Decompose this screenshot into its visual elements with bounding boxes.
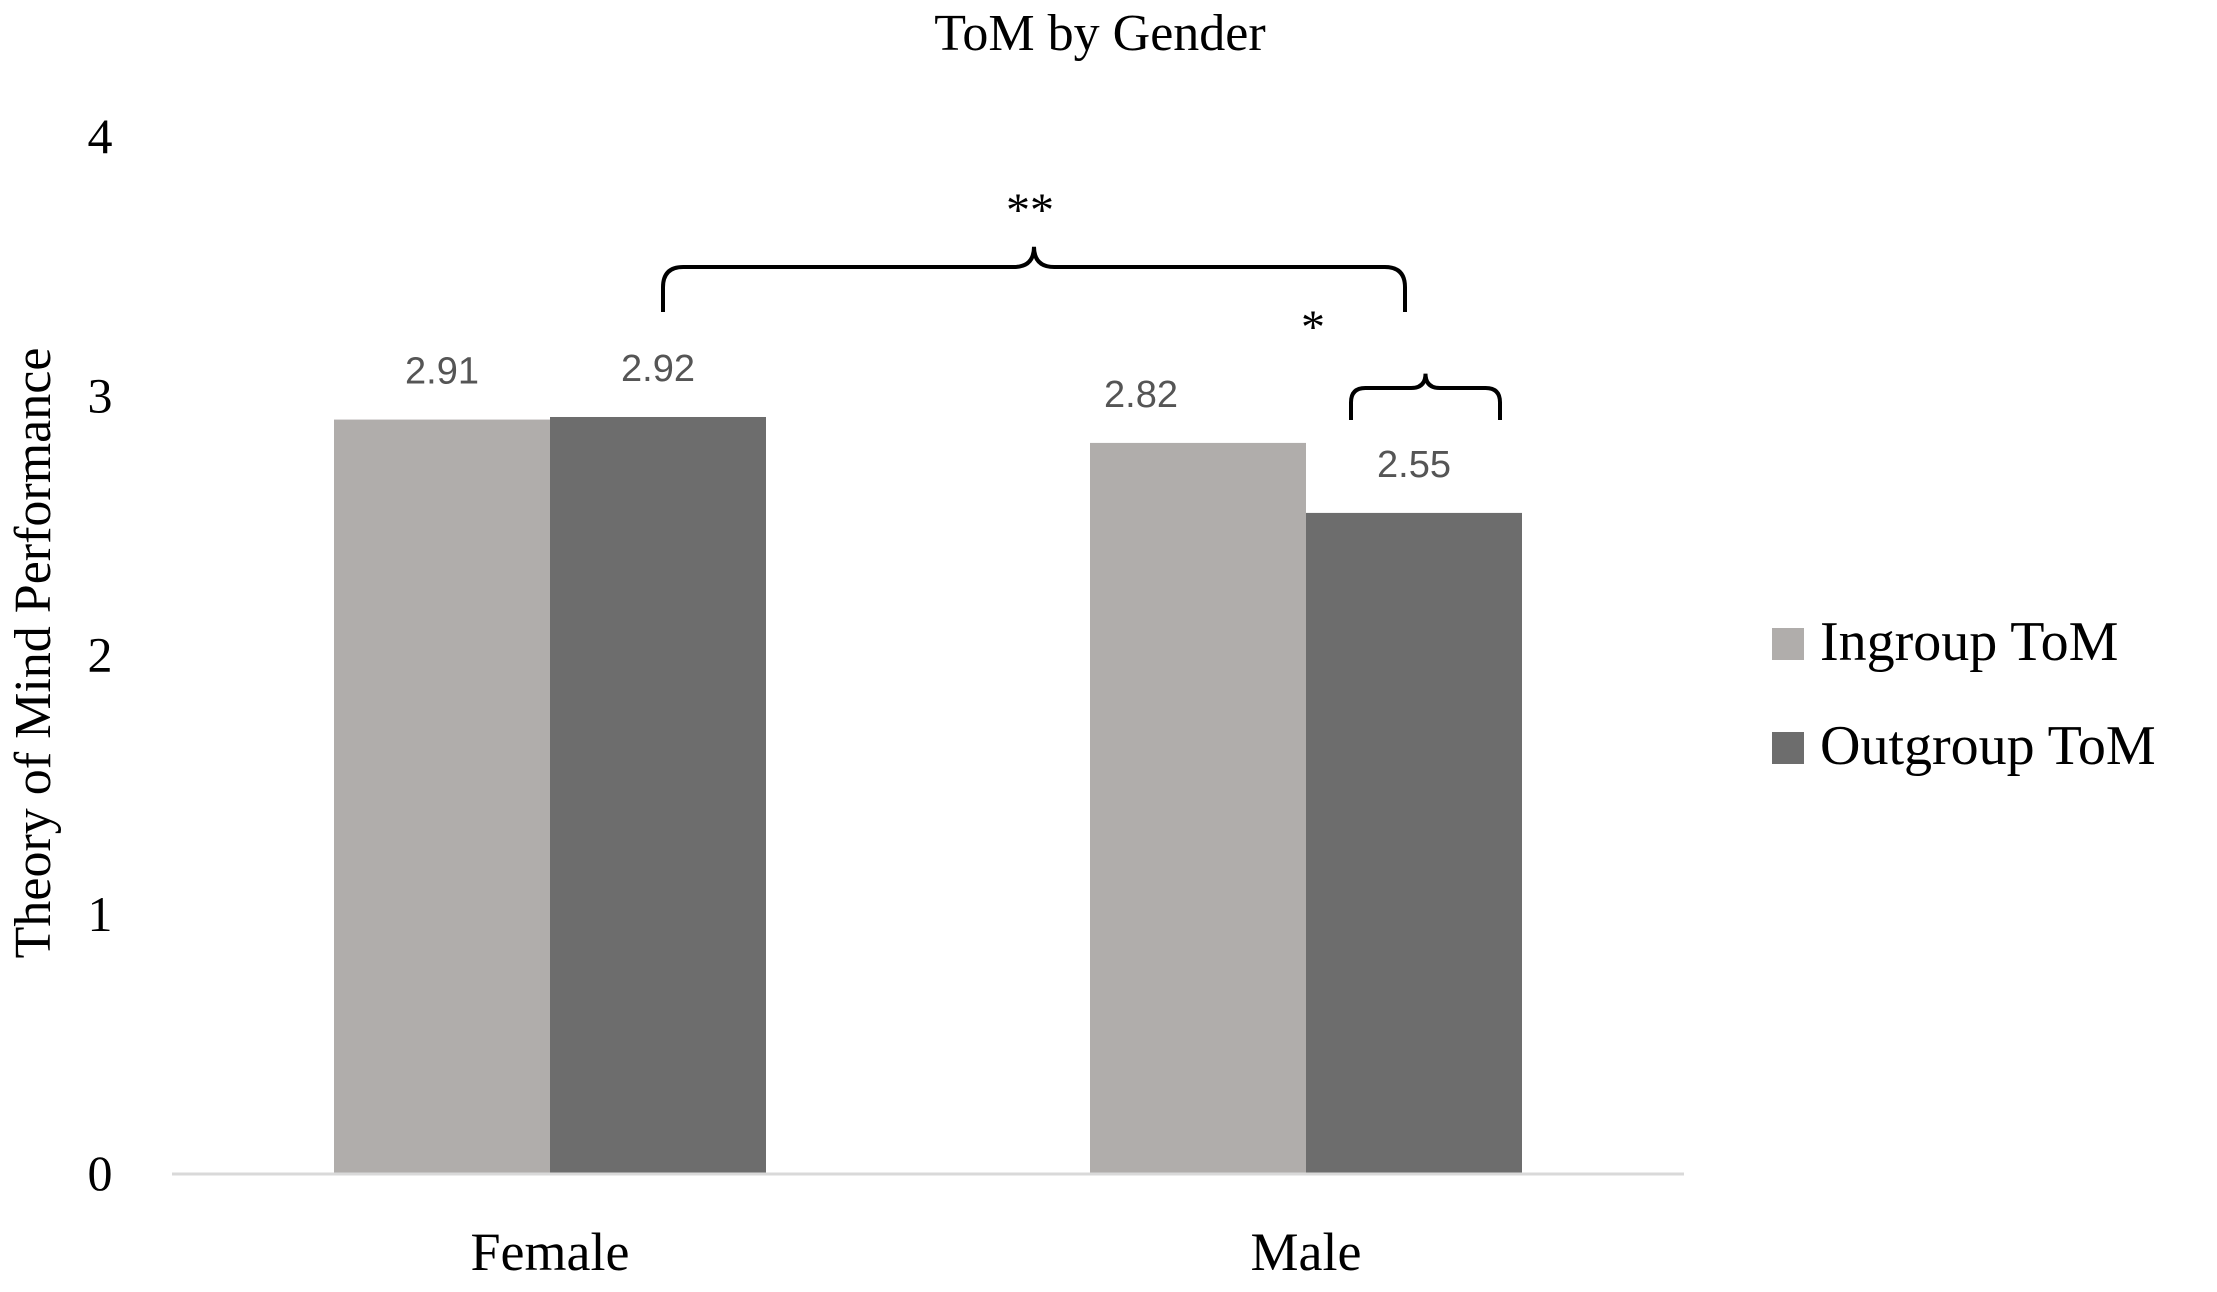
bar-male-ingroup-tom: [1090, 442, 1306, 1174]
x-tick-label: Male: [1251, 1222, 1362, 1282]
y-tick-label: 0: [88, 1145, 113, 1201]
x-tick-label: Female: [471, 1222, 630, 1282]
data-label: 2.91: [405, 351, 479, 393]
legend-label: Ingroup ToM: [1820, 611, 2118, 673]
legend-label: Outgroup ToM: [1820, 715, 2156, 777]
bar-female-ingroup-tom: [334, 419, 550, 1174]
bar-male-outgroup-tom: [1306, 512, 1522, 1174]
data-label: 2.55: [1377, 444, 1451, 486]
significance-brace-male: [1349, 373, 1502, 420]
y-tick-label: 3: [88, 367, 113, 423]
chart-title: ToM by Gender: [934, 5, 1265, 62]
bars: [334, 416, 1522, 1174]
y-tick-label: 1: [88, 886, 113, 942]
x-axis-ticks: Female Male: [471, 1222, 1362, 1282]
legend: Ingroup ToM Outgroup ToM: [1772, 611, 2156, 777]
significance-label-gender: **: [1006, 184, 1054, 237]
data-label: 2.92: [621, 348, 695, 390]
y-axis-label: Theory of Mind Performance: [5, 348, 62, 959]
bar-female-outgroup-tom: [550, 416, 766, 1174]
significance-label-male: *: [1301, 301, 1325, 354]
y-tick-label: 4: [88, 108, 113, 164]
legend-swatch: [1772, 628, 1804, 660]
significance-brace-gender: [661, 246, 1407, 312]
y-axis-ticks: 0 1 2 3 4: [88, 108, 113, 1201]
legend-swatch: [1772, 732, 1804, 764]
bar-value-labels: 2.91 2.92 2.82 2.55: [405, 348, 1451, 486]
data-label: 2.82: [1104, 374, 1178, 416]
significance-annotations: ** *: [661, 184, 1502, 420]
y-tick-label: 2: [88, 627, 113, 683]
